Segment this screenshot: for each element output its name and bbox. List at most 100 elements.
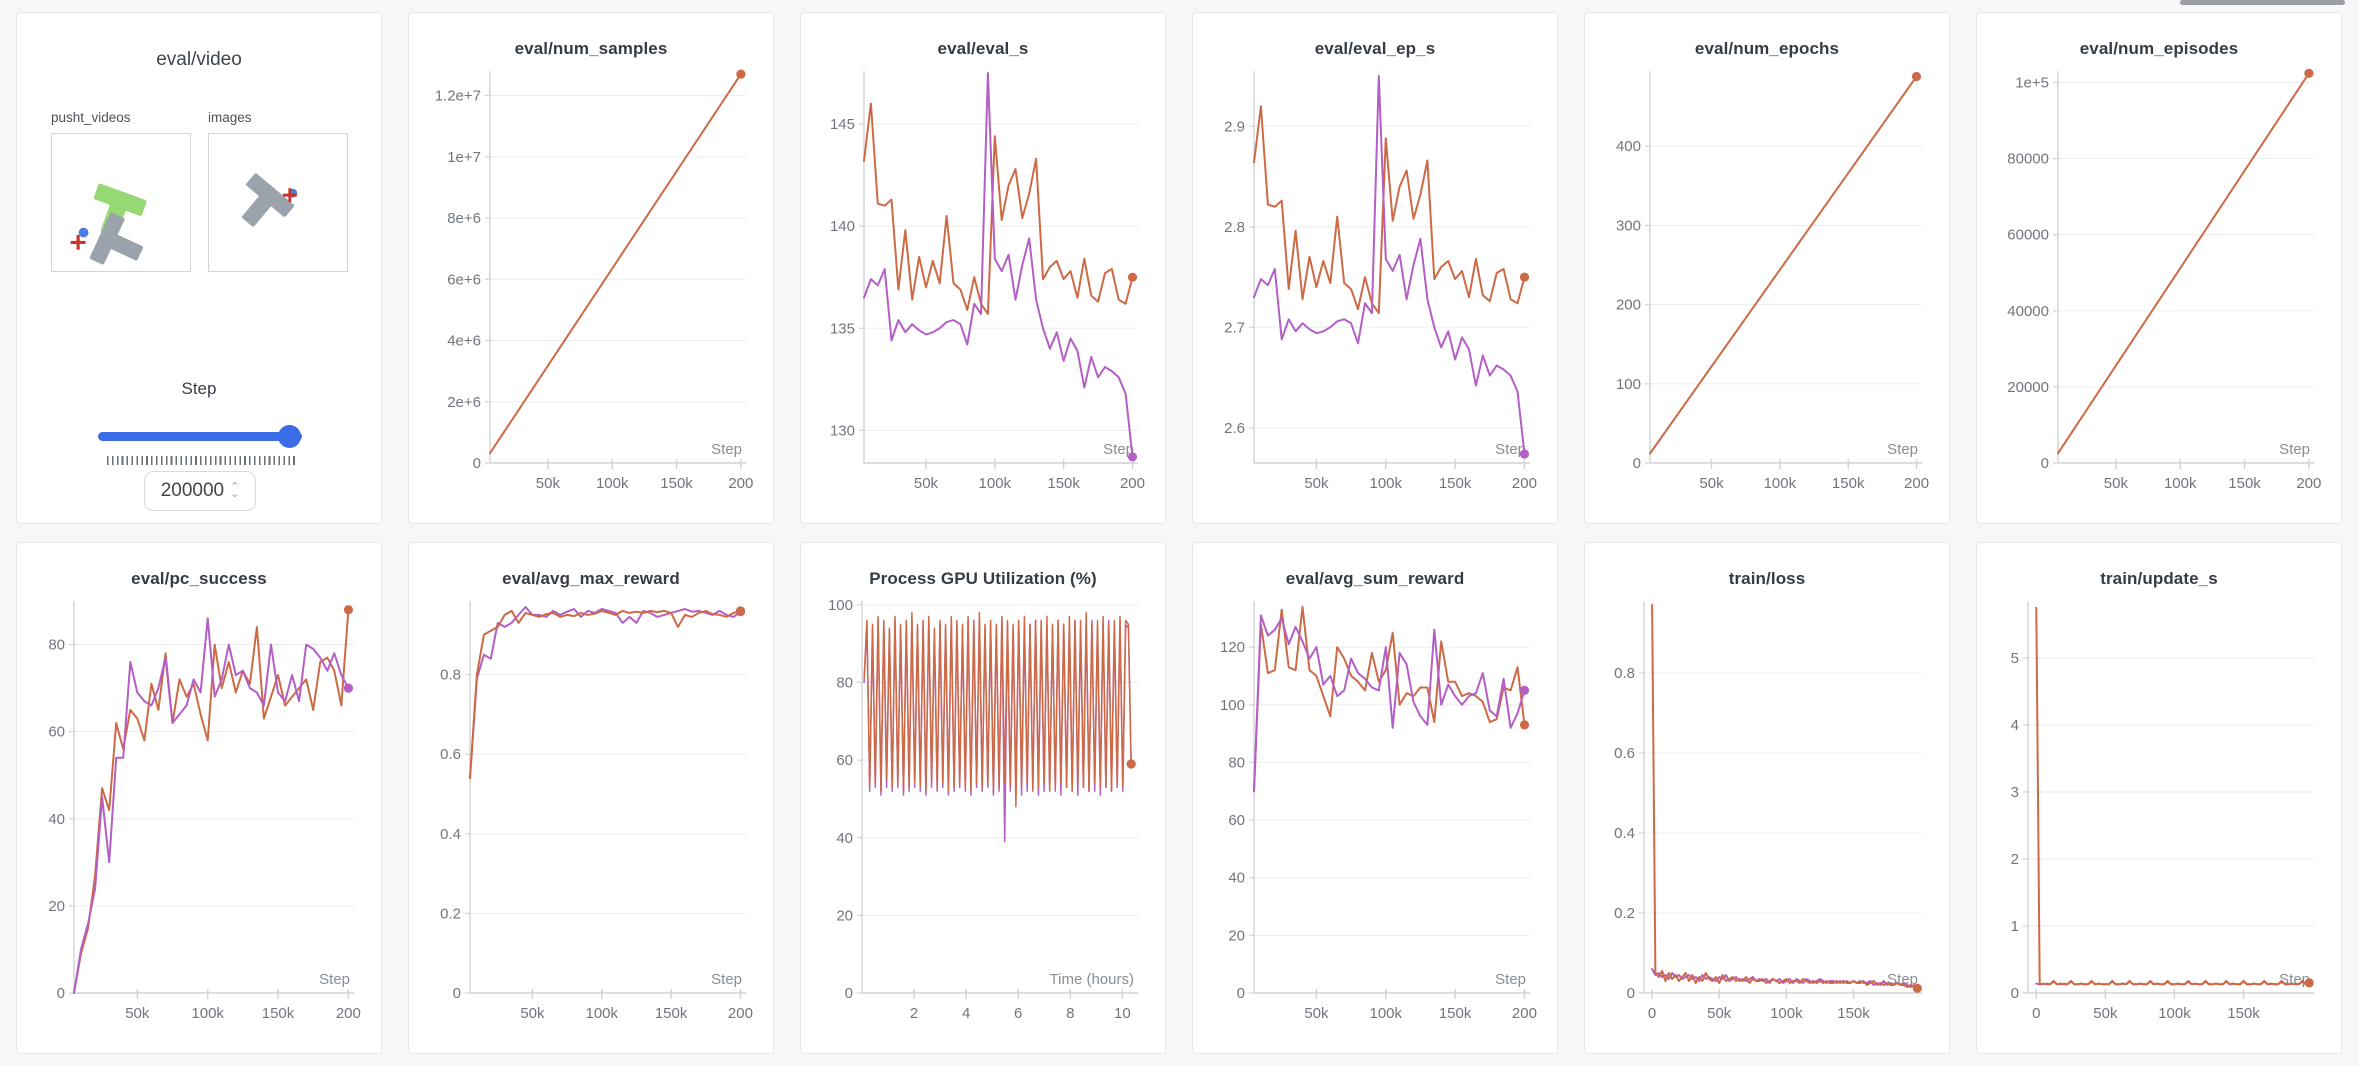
svg-text:2e+6: 2e+6	[447, 394, 481, 411]
media-label-images: images	[208, 110, 252, 125]
svg-text:100k: 100k	[1764, 475, 1797, 492]
svg-text:100: 100	[1616, 376, 1641, 393]
svg-text:100k: 100k	[191, 1005, 224, 1022]
media-label-pusht-videos: pusht_videos	[51, 110, 131, 125]
svg-text:Step: Step	[2279, 971, 2310, 988]
svg-text:40: 40	[836, 830, 853, 847]
svg-text:150k: 150k	[1832, 475, 1865, 492]
panel-title: train/update_s	[2100, 569, 2218, 588]
panel-gpu-utilization: Process GPU Utilization (%) 0 20 40 60 80 100…	[800, 542, 1166, 1054]
eval-avg-sum-reward-chart[interactable]: 0 20 40 60 80 100 120 50k 100k 150k 200 Step	[1204, 591, 1546, 1037]
svg-text:1.2e+7: 1.2e+7	[435, 88, 481, 105]
svg-text:0.6: 0.6	[440, 746, 461, 763]
svg-text:20: 20	[48, 898, 65, 915]
number-stepper[interactable]: ⌃ ⌄	[230, 481, 240, 500]
step-slider[interactable]	[98, 425, 302, 449]
stepper-up-icon[interactable]: ⌃	[230, 481, 240, 493]
step-slider-label: Step	[181, 379, 217, 398]
svg-text:100k: 100k	[979, 475, 1012, 492]
step-slider-track[interactable]	[98, 432, 302, 441]
svg-text:150k: 150k	[262, 1005, 295, 1022]
svg-text:Step: Step	[1103, 441, 1134, 458]
svg-text:100: 100	[1220, 697, 1245, 714]
svg-text:0.8: 0.8	[1614, 665, 1635, 682]
svg-text:4: 4	[2011, 717, 2019, 734]
svg-text:2: 2	[910, 1005, 918, 1022]
svg-text:2.7: 2.7	[1224, 319, 1245, 336]
svg-text:50k: 50k	[1304, 1005, 1329, 1022]
svg-text:0: 0	[2041, 455, 2049, 472]
svg-text:20000: 20000	[2007, 379, 2049, 396]
panel-title: eval/video	[156, 49, 242, 70]
panel-eval-num-episodes: eval/num_episodes 0 20000 40000 60000 80000 1…	[1976, 12, 2342, 524]
svg-text:3: 3	[2011, 784, 2019, 801]
svg-text:40: 40	[1228, 870, 1245, 887]
stepper-down-icon[interactable]: ⌄	[230, 488, 240, 500]
svg-text:150k: 150k	[1047, 475, 1080, 492]
step-slider-handle[interactable]	[278, 425, 301, 448]
svg-text:300: 300	[1616, 217, 1641, 234]
svg-text:150k: 150k	[2227, 1005, 2260, 1022]
pusht-scene-image	[70, 183, 147, 265]
svg-text:100k: 100k	[1770, 1005, 1803, 1022]
images-thumbnail[interactable]	[208, 133, 348, 272]
svg-text:100k: 100k	[1369, 475, 1402, 492]
horizontal-scrollbar-thumb[interactable]	[2180, 0, 2345, 5]
svg-text:0.2: 0.2	[440, 905, 461, 922]
svg-text:100k: 100k	[596, 475, 629, 492]
svg-text:80: 80	[48, 637, 65, 654]
svg-text:0: 0	[1237, 985, 1245, 1002]
svg-text:80: 80	[836, 675, 853, 692]
svg-text:0.8: 0.8	[440, 667, 461, 684]
svg-text:1e+7: 1e+7	[447, 149, 481, 166]
svg-text:50k: 50k	[536, 475, 561, 492]
panel-train-loss: train/loss 0 0.2 0.4 0.6 0.8 0 50k 100k 150k Step	[1584, 542, 1950, 1054]
panel-train-update-s: train/update_s 0 1 2 3 4 5 0 50k 100k 150k Step	[1976, 542, 2342, 1054]
svg-text:100k: 100k	[2158, 1005, 2191, 1022]
pusht-video-thumbnail[interactable]	[51, 133, 191, 272]
panel-title: eval/num_samples	[514, 39, 668, 58]
eval-pc-success-chart[interactable]: 0 20 40 60 80 50k 100k 150k 200 Step	[28, 591, 370, 1037]
svg-text:50k: 50k	[125, 1005, 150, 1022]
svg-text:2.6: 2.6	[1224, 420, 1245, 437]
svg-text:50k: 50k	[2093, 1005, 2118, 1022]
panel-title: train/loss	[1728, 569, 1806, 588]
eval-num-episodes-chart[interactable]: 0 20000 40000 60000 80000 1e+5 50k 100k 150k 200 S…	[1988, 61, 2330, 507]
svg-text:4e+6: 4e+6	[447, 333, 481, 350]
svg-text:150k: 150k	[1439, 475, 1472, 492]
svg-text:5: 5	[2011, 650, 2019, 667]
svg-text:150k: 150k	[2228, 475, 2261, 492]
panel-title: eval/num_episodes	[2079, 39, 2239, 58]
eval-eval-ep-s-chart[interactable]: 2.6 2.7 2.8 2.9 50k 100k 150k 200 Step	[1204, 61, 1546, 507]
svg-text:0.2: 0.2	[1614, 905, 1635, 922]
eval-num-epochs-chart[interactable]: 0 100 200 300 400 50k 100k 150k 200 Step	[1596, 61, 1938, 507]
panel-title: eval/eval_s	[937, 39, 1029, 58]
svg-text:200: 200	[1512, 1005, 1537, 1022]
svg-text:60: 60	[836, 752, 853, 769]
svg-text:20: 20	[836, 907, 853, 924]
svg-text:200: 200	[1512, 475, 1537, 492]
gpu-utilization-chart[interactable]: 0 20 40 60 80 100 2 4 6 8 10 Time (hours)	[812, 591, 1154, 1037]
svg-text:40000: 40000	[2007, 303, 2049, 320]
eval-num-samples-chart[interactable]: 0 2e+6 4e+6 6e+6 8e+6 1e+7 1.2e+7 50k 100k 150k 20…	[420, 61, 762, 507]
svg-text:0: 0	[1627, 985, 1635, 1002]
svg-text:1: 1	[2011, 918, 2019, 935]
svg-text:150k: 150k	[1439, 1005, 1472, 1022]
svg-text:1e+5: 1e+5	[2015, 74, 2049, 91]
panel-title: eval/avg_max_reward	[502, 569, 680, 588]
panel-title: eval/avg_sum_reward	[1285, 569, 1465, 588]
train-update-s-chart[interactable]: 0 1 2 3 4 5 0 50k 100k 150k Step	[1988, 591, 2330, 1037]
svg-text:50k: 50k	[1699, 475, 1724, 492]
eval-avg-max-reward-chart[interactable]: 0 0.2 0.4 0.6 0.8 50k 100k 150k 200 Step	[420, 591, 762, 1037]
svg-text:4: 4	[962, 1005, 970, 1022]
svg-text:120: 120	[1220, 639, 1245, 656]
eval-eval-s-chart[interactable]: 130 135 140 145 50k 100k 150k 200 Step	[812, 61, 1154, 507]
svg-text:150k: 150k	[1837, 1005, 1870, 1022]
step-number-input[interactable]: 200000 ⌃ ⌄	[144, 471, 256, 511]
svg-text:100k: 100k	[585, 1005, 618, 1022]
svg-text:150k: 150k	[655, 1005, 688, 1022]
svg-text:Step: Step	[1495, 971, 1526, 988]
svg-text:0: 0	[473, 455, 481, 472]
